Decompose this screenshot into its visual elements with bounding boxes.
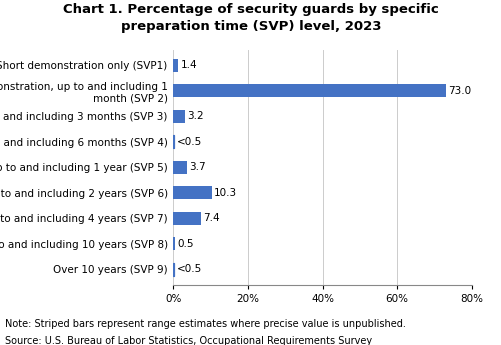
Text: Chart 1. Percentage of security guards by specific
preparation time (SVP) level,: Chart 1. Percentage of security guards b… bbox=[63, 3, 438, 33]
Text: 73.0: 73.0 bbox=[447, 86, 470, 96]
Bar bbox=[173, 161, 187, 174]
Bar bbox=[173, 110, 185, 123]
Bar bbox=[173, 263, 174, 276]
Text: 3.2: 3.2 bbox=[187, 111, 203, 121]
Bar bbox=[173, 186, 211, 199]
Bar bbox=[173, 136, 174, 148]
Bar bbox=[173, 59, 178, 72]
Bar bbox=[173, 263, 174, 276]
Bar bbox=[173, 136, 174, 148]
Bar bbox=[173, 85, 445, 97]
Text: 3.7: 3.7 bbox=[189, 162, 205, 172]
Text: 7.4: 7.4 bbox=[202, 213, 219, 223]
Text: <0.5: <0.5 bbox=[176, 264, 201, 274]
Text: Note: Striped bars represent range estimates where precise value is unpublished.: Note: Striped bars represent range estim… bbox=[5, 319, 405, 329]
Text: <0.5: <0.5 bbox=[176, 137, 201, 147]
Text: 0.5: 0.5 bbox=[177, 239, 193, 249]
Bar bbox=[173, 237, 175, 250]
Text: 1.4: 1.4 bbox=[180, 60, 197, 70]
Text: Source: U.S. Bureau of Labor Statistics, Occupational Requirements Survey: Source: U.S. Bureau of Labor Statistics,… bbox=[5, 336, 371, 345]
Bar bbox=[173, 212, 200, 225]
Text: 10.3: 10.3 bbox=[213, 188, 236, 198]
